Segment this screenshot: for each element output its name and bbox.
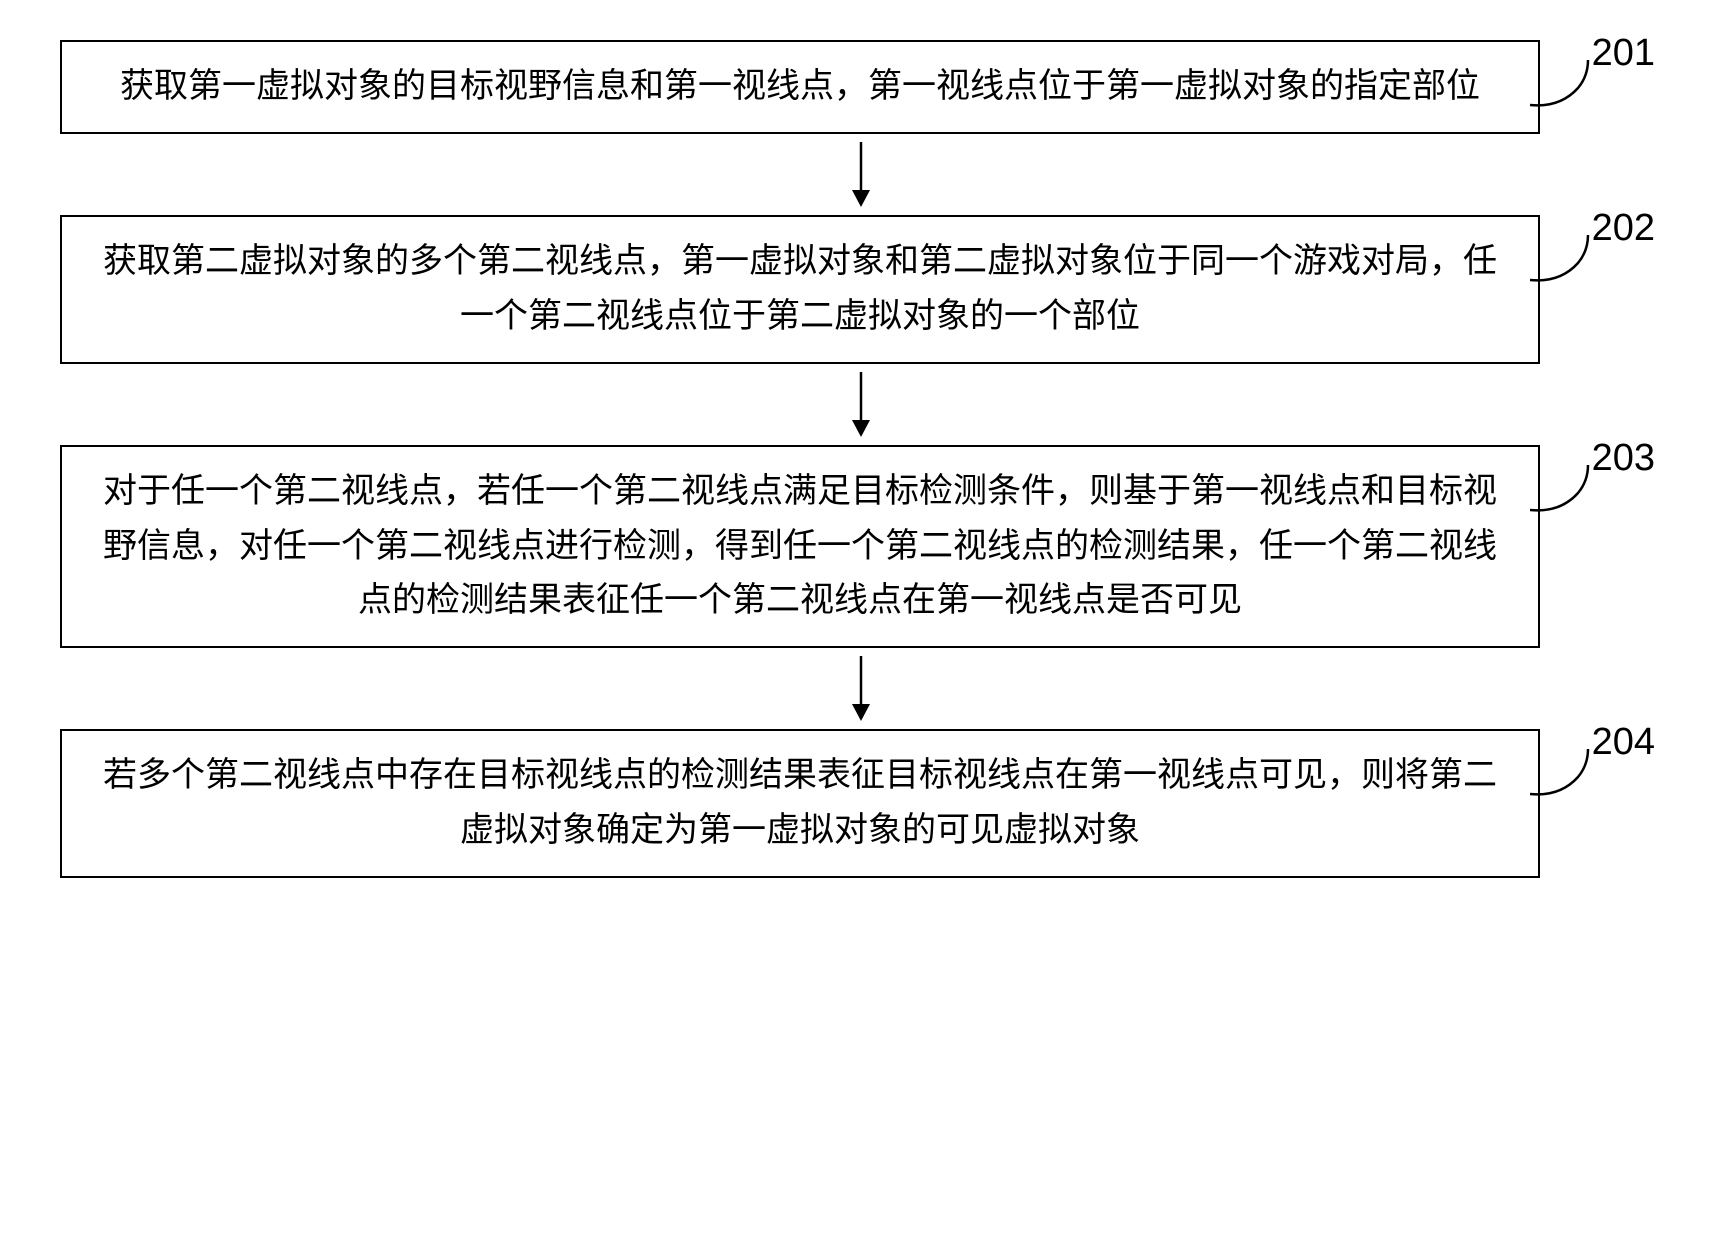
flowchart-container: 获取第一虚拟对象的目标视野信息和第一视线点，第一视线点位于第一虚拟对象的指定部位… (60, 40, 1661, 878)
arrow-down-icon (846, 142, 876, 207)
arrow-down-icon (846, 372, 876, 437)
step-container-201: 获取第一虚拟对象的目标视野信息和第一视线点，第一视线点位于第一虚拟对象的指定部位… (60, 40, 1661, 134)
step-text: 获取第一虚拟对象的目标视野信息和第一视线点，第一视线点位于第一虚拟对象的指定部位 (120, 68, 1480, 105)
step-number-label: 202 (1592, 207, 1655, 250)
arrow-down-icon (846, 656, 876, 721)
step-container-204: 若多个第二视线点中存在目标视线点的检测结果表征目标视线点在第一视线点可见，则将第… (60, 729, 1661, 878)
connector-curve-icon (1530, 749, 1600, 804)
arrow-container (121, 648, 1601, 729)
step-label-area: 201 (1540, 40, 1660, 134)
step-text: 若多个第二视线点中存在目标视线点的检测结果表征目标视线点在第一视线点可见，则将第… (103, 757, 1497, 848)
connector-curve-icon (1530, 235, 1600, 290)
step-label-area: 204 (1540, 729, 1660, 878)
step-text: 对于任一个第二视线点，若任一个第二视线点满足目标检测条件，则基于第一视线点和目标… (103, 473, 1497, 619)
connector-curve-icon (1530, 60, 1600, 115)
step-label-area: 202 (1540, 215, 1660, 364)
step-number-label: 204 (1592, 721, 1655, 764)
step-label-area: 203 (1540, 445, 1660, 648)
step-box-201: 获取第一虚拟对象的目标视野信息和第一视线点，第一视线点位于第一虚拟对象的指定部位 (60, 40, 1540, 134)
step-number-label: 201 (1592, 32, 1655, 75)
step-number-label: 203 (1592, 437, 1655, 480)
connector-curve-icon (1530, 465, 1600, 520)
arrow-container (121, 134, 1601, 215)
step-box-202: 获取第二虚拟对象的多个第二视线点，第一虚拟对象和第二虚拟对象位于同一个游戏对局，… (60, 215, 1540, 364)
step-container-202: 获取第二虚拟对象的多个第二视线点，第一虚拟对象和第二虚拟对象位于同一个游戏对局，… (60, 215, 1661, 364)
step-container-203: 对于任一个第二视线点，若任一个第二视线点满足目标检测条件，则基于第一视线点和目标… (60, 445, 1661, 648)
step-box-203: 对于任一个第二视线点，若任一个第二视线点满足目标检测条件，则基于第一视线点和目标… (60, 445, 1540, 648)
step-box-204: 若多个第二视线点中存在目标视线点的检测结果表征目标视线点在第一视线点可见，则将第… (60, 729, 1540, 878)
step-text: 获取第二虚拟对象的多个第二视线点，第一虚拟对象和第二虚拟对象位于同一个游戏对局，… (103, 243, 1497, 334)
arrow-container (121, 364, 1601, 445)
